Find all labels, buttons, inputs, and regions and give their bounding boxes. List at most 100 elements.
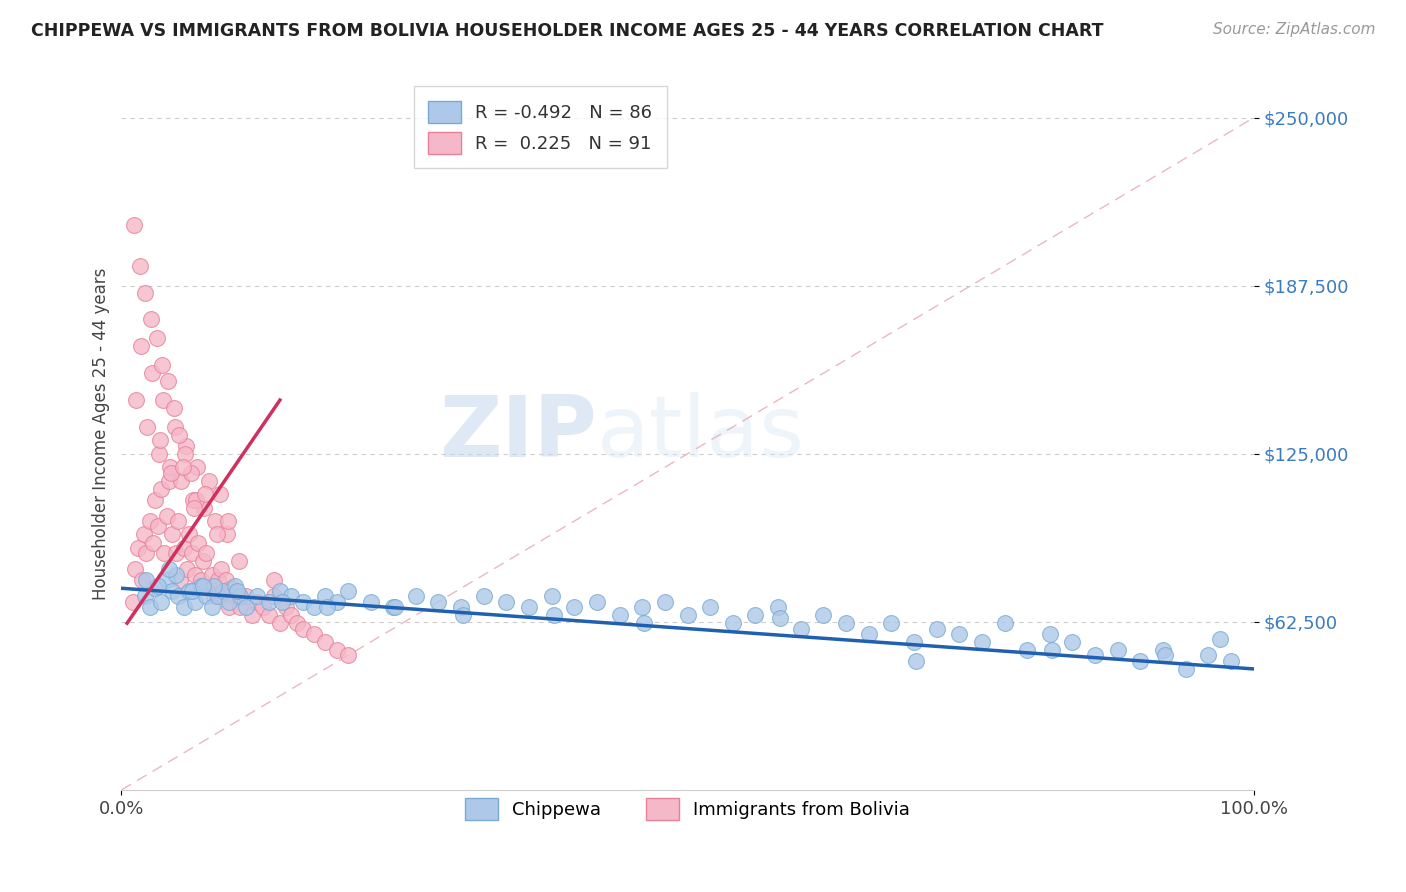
Point [274, 600, 297, 615]
Point [880, 616, 903, 631]
Point [280, 590, 302, 604]
Point [146, 519, 169, 533]
Point [162, 527, 184, 541]
Point [184, 567, 207, 582]
Point [180, 584, 202, 599]
Legend: Chippewa, Immigrants from Bolivia: Chippewa, Immigrants from Bolivia [451, 783, 924, 834]
Point [314, 590, 336, 604]
Point [586, 595, 609, 609]
Point [153, 546, 176, 560]
Point [257, 608, 280, 623]
Point [1107, 643, 1129, 657]
Point [427, 595, 450, 609]
Point [208, 487, 231, 501]
Point [207, 573, 229, 587]
Point [145, 331, 167, 345]
Text: Source: ZipAtlas.com: Source: ZipAtlas.com [1212, 22, 1375, 37]
Point [993, 616, 1015, 631]
Point [291, 622, 314, 636]
Point [139, 514, 162, 528]
Point [145, 492, 167, 507]
Point [654, 595, 676, 609]
Point [246, 595, 269, 609]
Point [405, 590, 427, 604]
Point [194, 487, 217, 501]
Point [159, 460, 181, 475]
Point [858, 627, 880, 641]
Point [157, 474, 180, 488]
Point [149, 434, 172, 448]
Point [176, 562, 198, 576]
Point [181, 492, 204, 507]
Point [744, 608, 766, 623]
Point [450, 600, 472, 615]
Point [173, 600, 195, 615]
Point [152, 393, 174, 408]
Point [198, 581, 221, 595]
Point [173, 447, 195, 461]
Point [212, 590, 235, 604]
Point [217, 514, 239, 528]
Point [204, 514, 226, 528]
Point [540, 590, 562, 604]
Point [165, 567, 187, 582]
Point [215, 527, 238, 541]
Point [179, 466, 201, 480]
Point [221, 581, 243, 595]
Point [146, 578, 169, 592]
Point [201, 567, 224, 582]
Point [925, 622, 948, 636]
Point [280, 608, 302, 623]
Point [316, 600, 339, 615]
Y-axis label: Householder Income Ages 25 - 44 years: Householder Income Ages 25 - 44 years [93, 268, 110, 599]
Point [1040, 643, 1063, 657]
Point [131, 573, 153, 587]
Point [150, 482, 173, 496]
Point [180, 546, 202, 560]
Point [205, 527, 228, 541]
Point [186, 460, 208, 475]
Point [163, 420, 186, 434]
Point [183, 500, 205, 515]
Point [325, 643, 347, 657]
Point [209, 562, 232, 576]
Point [124, 562, 146, 576]
Point [139, 600, 162, 615]
Point [139, 312, 162, 326]
Point [160, 466, 183, 480]
Point [129, 339, 152, 353]
Point [609, 608, 631, 623]
Point [150, 595, 173, 609]
Point [134, 590, 156, 604]
Point [699, 600, 721, 615]
Point [360, 595, 382, 609]
Point [472, 590, 495, 604]
Point [813, 608, 835, 623]
Point [195, 546, 218, 560]
Point [235, 600, 257, 615]
Text: CHIPPEWA VS IMMIGRANTS FROM BOLIVIA HOUSEHOLDER INCOME AGES 25 - 44 YEARS CORREL: CHIPPEWA VS IMMIGRANTS FROM BOLIVIA HOUS… [31, 22, 1104, 40]
Point [228, 554, 250, 568]
Point [835, 616, 858, 631]
Point [905, 654, 928, 668]
Point [145, 581, 167, 595]
Point [148, 447, 170, 461]
Point [162, 584, 184, 599]
Point [336, 648, 359, 663]
Point [191, 578, 214, 592]
Point [165, 546, 187, 560]
Point [224, 578, 246, 592]
Point [263, 590, 285, 604]
Point [226, 584, 249, 599]
Point [769, 611, 792, 625]
Point [197, 474, 219, 488]
Point [134, 285, 156, 300]
Point [240, 608, 263, 623]
Point [766, 600, 789, 615]
Point [172, 460, 194, 475]
Point [252, 600, 274, 615]
Point [156, 508, 179, 523]
Point [167, 590, 190, 604]
Point [136, 420, 159, 434]
Point [285, 616, 308, 631]
